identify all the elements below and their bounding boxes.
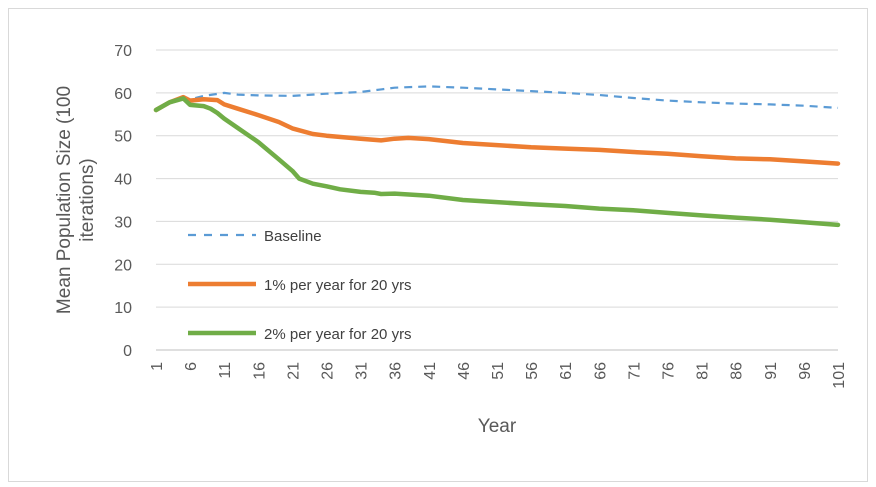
x-tick-label: 11 bbox=[217, 362, 234, 379]
series-line-1 bbox=[155, 85, 839, 111]
x-tick-label: 56 bbox=[524, 362, 541, 380]
gridlines bbox=[156, 49, 838, 351]
x-tick-label: 46 bbox=[456, 362, 473, 380]
x-tick-label: 101 bbox=[831, 362, 848, 389]
x-tick-label: 81 bbox=[695, 362, 712, 380]
x-axis-ticks: 1 6 11 16 21 26 31 36 41 46 51 56 61 66 71 76 81 86 91 96 10… bbox=[149, 362, 848, 389]
x-tick-label: 21 bbox=[285, 362, 302, 380]
y-axis-title-line: Mean Population Size (100 bbox=[54, 86, 75, 314]
x-tick-label: 86 bbox=[729, 362, 746, 380]
y-tick-label: 10 bbox=[114, 300, 132, 317]
y-axis-title-line: iterations) bbox=[77, 158, 98, 241]
legend: Baseline 1% per year for 20 yrs 2% per yea… bbox=[188, 228, 412, 343]
x-tick-label: 51 bbox=[490, 362, 507, 380]
y-tick-label: 70 bbox=[114, 43, 132, 60]
y-tick-label: 40 bbox=[114, 172, 132, 189]
x-tick-label: 61 bbox=[558, 362, 575, 380]
y-tick-label: 20 bbox=[114, 257, 132, 274]
y-tick-label: 50 bbox=[114, 129, 132, 146]
x-tick-label: 91 bbox=[763, 362, 780, 380]
series-line-2 bbox=[153, 94, 841, 166]
legend-label: 1% per year for 20 yrs bbox=[264, 277, 412, 294]
x-tick-label: 96 bbox=[797, 362, 814, 380]
y-tick-label: 30 bbox=[114, 214, 132, 231]
x-tick-label: 41 bbox=[422, 362, 439, 380]
y-axis-title: Mean Population Size (100 iterations) bbox=[54, 86, 98, 314]
chart-frame bbox=[8, 8, 868, 482]
x-tick-label: 6 bbox=[183, 362, 200, 371]
x-tick-label: 66 bbox=[592, 362, 609, 380]
x-tick-label: 36 bbox=[388, 362, 405, 380]
x-tick-label: 31 bbox=[354, 362, 371, 380]
legend-label: Baseline bbox=[264, 228, 322, 245]
series-lines bbox=[153, 85, 841, 228]
series-line-3 bbox=[153, 96, 841, 228]
y-tick-label: 60 bbox=[114, 86, 132, 103]
x-axis-title: Year bbox=[478, 416, 517, 437]
x-tick-label: 71 bbox=[626, 362, 643, 380]
y-axis-ticks: 0 10 20 30 40 50 60 70 bbox=[114, 43, 132, 360]
x-tick-label: 1 bbox=[149, 362, 166, 371]
x-tick-label: 16 bbox=[251, 362, 268, 380]
x-tick-label: 26 bbox=[320, 362, 337, 380]
y-tick-label: 0 bbox=[123, 343, 132, 360]
x-tick-label: 76 bbox=[661, 362, 678, 380]
legend-label: 2% per year for 20 yrs bbox=[264, 326, 412, 343]
